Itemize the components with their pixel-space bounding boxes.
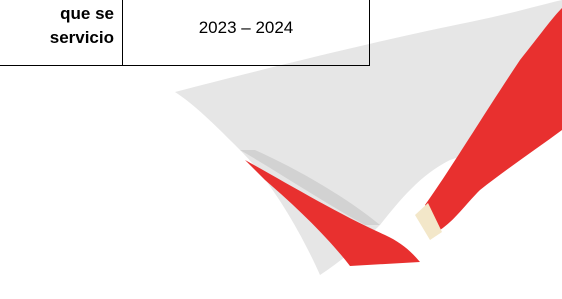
cell-text: 2023 – 2024: [199, 18, 294, 37]
cell-text: que se: [0, 2, 114, 26]
page: {"table": {"rows": [[{"lines": ["que se"…: [0, 0, 562, 299]
table-cell: que se servicio: [0, 0, 123, 66]
table-cell: 2023 – 2024: [122, 0, 370, 66]
cell-text: servicio: [0, 26, 114, 50]
